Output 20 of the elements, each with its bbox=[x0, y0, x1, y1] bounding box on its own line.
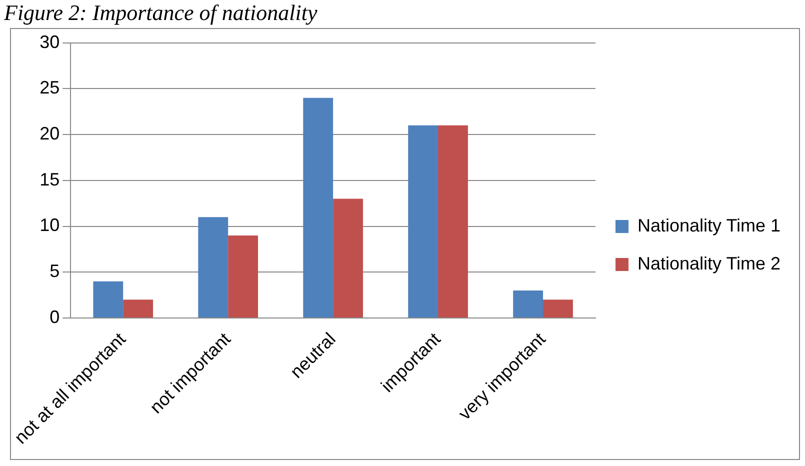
bar bbox=[93, 281, 124, 318]
y-tick-label: 0 bbox=[50, 306, 60, 327]
bar bbox=[438, 125, 468, 318]
bar bbox=[513, 290, 544, 318]
bar bbox=[408, 125, 438, 318]
bar bbox=[123, 300, 154, 318]
y-tick-label: 5 bbox=[50, 261, 60, 282]
bar bbox=[303, 98, 334, 318]
legend-label: Nationality Time 1 bbox=[638, 215, 781, 236]
y-tick-label: 10 bbox=[40, 215, 60, 236]
bar bbox=[228, 235, 258, 318]
bar bbox=[198, 217, 228, 318]
bar bbox=[543, 300, 573, 318]
y-tick-label: 30 bbox=[40, 32, 60, 52]
y-tick-label: 25 bbox=[40, 78, 60, 98]
chart-title: Figure 2: Importance of nationality bbox=[4, 0, 318, 26]
bar bbox=[333, 198, 363, 318]
y-tick-label: 15 bbox=[40, 169, 60, 190]
legend-label: Nationality Time 2 bbox=[638, 253, 781, 274]
y-tick-label: 20 bbox=[40, 124, 60, 144]
